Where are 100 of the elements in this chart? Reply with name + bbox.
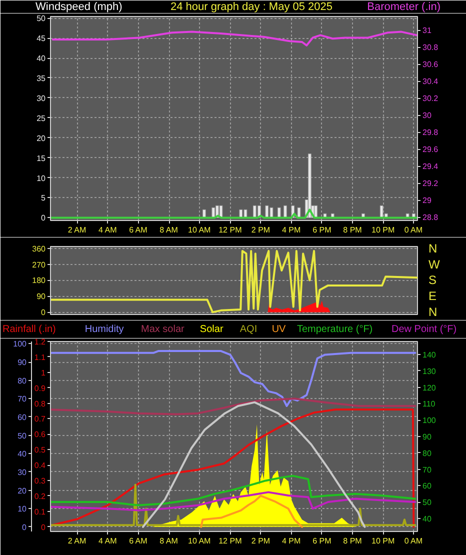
y2-tick-label: 0.7 <box>34 414 46 424</box>
y2-tick-label: 30.4 <box>422 77 439 86</box>
series-label: Humidity <box>84 324 124 335</box>
y2-tick-label: 0.8 <box>34 399 46 408</box>
text: Max solar <box>140 324 185 335</box>
y2-tick-label: 29.4 <box>422 162 439 172</box>
x-tick-label: 12 PM <box>218 536 242 546</box>
y-tick-label: 20 <box>18 486 28 496</box>
y-tick-label: 180 <box>32 276 46 286</box>
y3-tick-label: 120 <box>422 383 436 392</box>
text: Solar <box>200 324 224 335</box>
x-tick-label: 12 PM <box>218 226 242 234</box>
line-series <box>142 401 366 528</box>
y2-tick-label: 29.2 <box>422 179 439 188</box>
x-tick-label: 2 PM <box>251 536 270 546</box>
y-tick-label: 30 <box>18 468 28 477</box>
x-tick-label: 10 PM <box>372 536 395 546</box>
y2-tick-label: 30.2 <box>422 94 439 104</box>
y-tick-label: 40 <box>18 450 28 459</box>
y-tick-label: 70 <box>18 394 28 404</box>
text: AQI <box>240 324 258 335</box>
x-tick-label: 4 PM <box>282 226 302 234</box>
y-tick-label: 30 <box>36 94 46 103</box>
x-tick-label: 8 AM <box>160 226 178 234</box>
y-tick-label: 80 <box>18 376 28 386</box>
x-tick-label: 6 AM <box>129 226 148 234</box>
y2-tick-label: 0.3 <box>34 476 46 486</box>
bar <box>308 154 312 218</box>
y-tick-label: 40 <box>36 54 46 64</box>
y2-tick-label: 0.9 <box>34 384 46 393</box>
y2-tick-label: 28.8 <box>422 213 439 222</box>
text: E <box>428 289 437 304</box>
y-tick-label: 360 <box>32 244 46 254</box>
bar <box>284 205 287 218</box>
y2-tick-label: 29.6 <box>422 145 439 154</box>
x-tick-label: 6 PM <box>312 226 332 234</box>
y2-tick-label: 30.8 <box>422 43 439 52</box>
y-tick-label: 35 <box>36 74 46 83</box>
x-tick-label: 2 AM <box>68 536 86 546</box>
y2-tick-label: 0.5 <box>34 446 46 455</box>
y-tick-label: 0 <box>41 308 46 318</box>
line-series <box>50 408 415 528</box>
y3-tick-label: 60 <box>422 482 432 491</box>
x-tick-label: 2 AM <box>68 226 86 234</box>
x-tick-label: 8 PM <box>343 226 362 234</box>
y-tick-label: 90 <box>18 358 28 368</box>
x-tick-label: 4 AM <box>98 226 118 234</box>
line-series <box>50 208 418 219</box>
x-tick-label: 10 PM <box>372 226 395 234</box>
y3-tick-label: 130 <box>422 366 436 376</box>
y-tick-label: 5 <box>41 194 46 203</box>
y3-tick-label: 90 <box>422 432 432 442</box>
x-tick-label: 2 PM <box>251 226 270 234</box>
x-tick-label: 10 AM <box>188 536 212 546</box>
line-series <box>50 250 418 314</box>
text: Temperature (°F) <box>296 324 373 335</box>
x-tick-label: 4 AM <box>98 536 118 546</box>
line-series <box>50 350 416 407</box>
y2-tick-label: 29.8 <box>422 128 439 138</box>
y-tick-label: 100 <box>13 340 28 349</box>
y2-tick-label: 0.4 <box>34 461 46 470</box>
y3-tick-label: 80 <box>422 448 432 458</box>
y-tick-label: 25 <box>36 114 46 123</box>
text: UV <box>272 324 286 335</box>
y-tick-label: 0 <box>41 214 46 223</box>
y-tick-label: 0 <box>22 522 28 532</box>
y2-tick-label: 31 <box>422 26 432 36</box>
y-tick-label: 270 <box>32 260 46 270</box>
x-tick-label: 8 AM <box>160 536 178 546</box>
x-tick-label: 0 AM <box>404 226 423 234</box>
y-tick-label: 15 <box>36 154 46 163</box>
y2-tick-label: 30.6 <box>422 60 439 70</box>
x-tick-label: 0 AM <box>404 536 423 546</box>
y2-tick-label: 30 <box>422 111 432 120</box>
chart-title: 24 hour graph day : May 05 2025 <box>170 1 333 13</box>
line-series <box>50 484 416 526</box>
y2-tick-label: 1.2 <box>34 338 46 346</box>
y-tick-label: 10 <box>36 174 46 183</box>
y2-tick-label: 1 <box>41 368 46 378</box>
y-tick-label: 45 <box>36 34 46 44</box>
line-series <box>200 494 304 528</box>
text: S <box>428 273 437 288</box>
y3-tick-label: 140 <box>422 350 436 360</box>
y-axis-title: Windspeed (mph) <box>36 1 122 13</box>
y2-tick-label: 0.2 <box>34 492 46 501</box>
y3-tick-label: 70 <box>422 465 432 474</box>
x-tick-label: 6 PM <box>312 536 332 546</box>
y-tick-label: 50 <box>36 14 46 24</box>
y2-tick-label: 1.1 <box>34 352 46 362</box>
bar <box>265 205 269 218</box>
text: Dew Point (°F) <box>392 324 457 335</box>
line-series <box>50 398 416 416</box>
y2-tick-label: 0.6 <box>34 430 46 440</box>
y2-tick-label: 0.1 <box>34 507 46 516</box>
line-series <box>52 30 418 46</box>
y2-axis-title: Barometer (.in) <box>367 1 441 13</box>
x-tick-label: 10 AM <box>188 226 212 234</box>
y3-tick-label: 100 <box>422 416 436 426</box>
text: W <box>428 257 440 272</box>
y3-tick-label: 40 <box>422 514 432 524</box>
